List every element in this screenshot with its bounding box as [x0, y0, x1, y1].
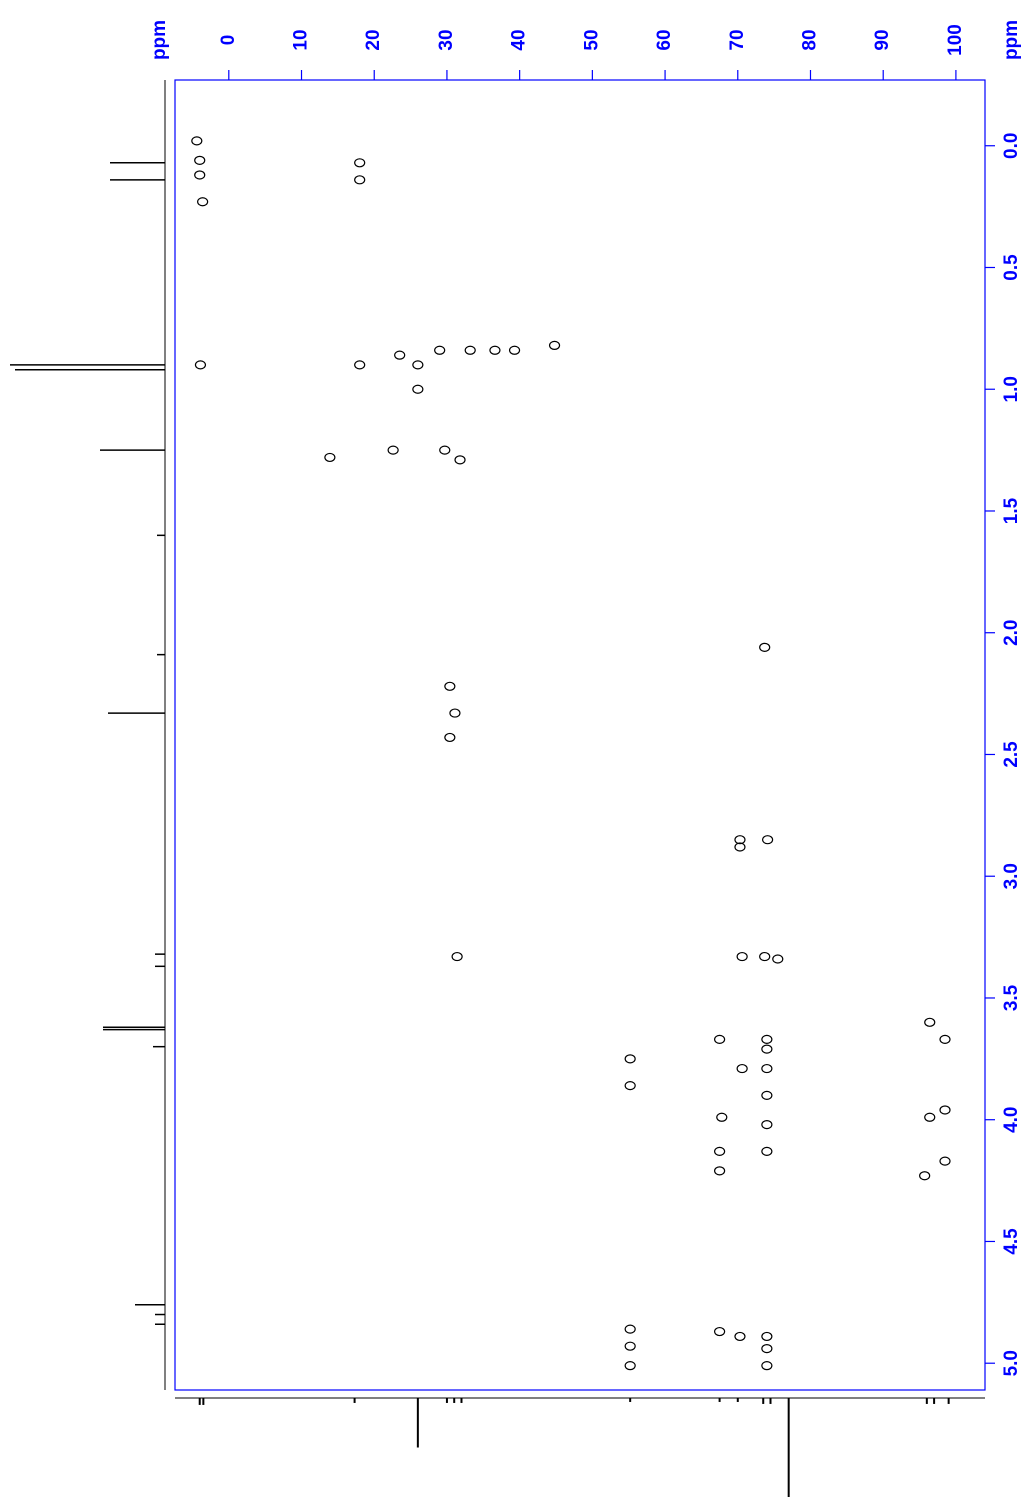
- cross-peak: [761, 1146, 773, 1156]
- cross-peak: [434, 345, 446, 355]
- y-tick-label: 2.5: [1001, 741, 1022, 768]
- y-tick-label: 2.0: [1001, 620, 1022, 646]
- cross-peak: [734, 842, 746, 852]
- cross-peak: [939, 1105, 951, 1115]
- cross-peak: [444, 681, 456, 691]
- cross-peak: [354, 360, 366, 370]
- x-tick-label: 40: [509, 29, 530, 50]
- cross-peak: [924, 1017, 936, 1027]
- cross-peak: [736, 951, 748, 962]
- cross-peak: [464, 345, 476, 355]
- cross-peak: [194, 170, 206, 180]
- y-tick-label: 0.0: [1001, 133, 1022, 159]
- x-tick-label: 10: [291, 29, 312, 50]
- x-tick-label: 50: [581, 29, 602, 50]
- y-tick-label: 4.0: [1001, 1107, 1022, 1133]
- y-tick-label: 1.5: [1001, 497, 1022, 524]
- cross-peak: [454, 455, 466, 465]
- cross-peak: [412, 384, 424, 394]
- cross-peak: [761, 1063, 773, 1074]
- cross-peak: [354, 175, 366, 185]
- x-tick-label: 0: [218, 35, 239, 46]
- cross-peak: [939, 1156, 951, 1166]
- cross-peak: [761, 1361, 773, 1371]
- x-tick-label: 100: [945, 24, 966, 56]
- cross-peak: [191, 136, 203, 146]
- x-tick-label: 60: [654, 29, 675, 50]
- cross-peak: [624, 1341, 636, 1351]
- cross-peak: [548, 340, 561, 351]
- cross-peak: [761, 1090, 773, 1100]
- cross-peak: [761, 1119, 773, 1130]
- x-tick-label: 90: [872, 29, 893, 50]
- cross-peak: [387, 445, 399, 455]
- cross-peak: [919, 1171, 931, 1181]
- cross-peak: [194, 155, 206, 165]
- cross-peak: [624, 1361, 636, 1371]
- x-tick-label: 80: [800, 29, 821, 50]
- cross-peak: [324, 452, 336, 463]
- y-tick-label: 4.5: [1001, 1228, 1022, 1255]
- cross-peak: [624, 1324, 636, 1334]
- cross-peak: [449, 708, 461, 718]
- cross-peak: [734, 1331, 746, 1342]
- y-tick-label: 1.0: [1001, 376, 1022, 402]
- cross-peak: [197, 197, 209, 207]
- cross-peak: [761, 835, 774, 845]
- x-tick-label: 20: [363, 29, 384, 50]
- cross-peak: [714, 1146, 726, 1156]
- cross-peak: [761, 1331, 773, 1342]
- cross-peak: [714, 1034, 726, 1044]
- cross-peak: [924, 1112, 936, 1122]
- cross-peak: [444, 732, 456, 743]
- cross-peak: [624, 1054, 636, 1064]
- cross-peak: [939, 1034, 951, 1044]
- cross-peak: [772, 954, 784, 964]
- cross-peak: [759, 642, 771, 652]
- x-tick-label: 70: [727, 29, 748, 50]
- cross-peak: [624, 1081, 636, 1091]
- cross-peak: [439, 445, 451, 455]
- cross-peak: [451, 951, 463, 962]
- cross-peak: [508, 345, 521, 355]
- cross-peak: [761, 1034, 773, 1044]
- x-tick-label: 30: [436, 29, 457, 50]
- cross-peak: [736, 1063, 748, 1074]
- y-tick-label: 3.0: [1001, 863, 1022, 889]
- cross-peak: [354, 158, 366, 168]
- y-tick-label: 0.5: [1001, 254, 1022, 281]
- y-tick-label: 3.5: [1001, 984, 1022, 1011]
- y-axis-label: ppm: [1001, 20, 1022, 60]
- cross-peak: [412, 360, 424, 370]
- cross-peak: [714, 1326, 726, 1337]
- x-axis-label: ppm: [149, 20, 170, 60]
- cross-peak: [734, 835, 746, 845]
- cross-peak: [194, 360, 207, 370]
- y-tick-label: 5.0: [1001, 1350, 1022, 1376]
- cross-peak: [716, 1112, 728, 1122]
- cross-peak: [489, 345, 501, 355]
- cross-peak: [761, 1044, 773, 1054]
- cross-peak: [759, 951, 771, 962]
- cross-peak: [714, 1166, 726, 1176]
- plot-frame: [174, 79, 986, 1391]
- cross-peak: [761, 1344, 773, 1354]
- cross-peak: [394, 350, 406, 360]
